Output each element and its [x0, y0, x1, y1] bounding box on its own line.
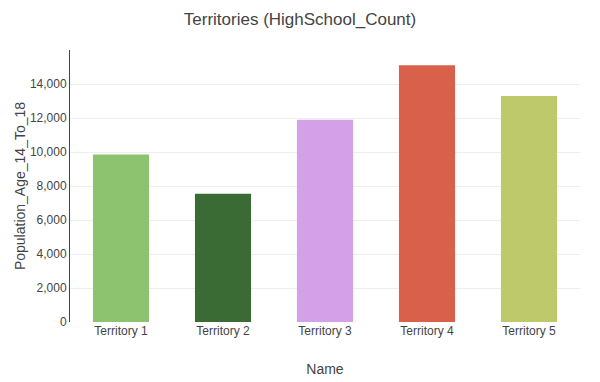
svg-text:2,000: 2,000 — [37, 281, 67, 295]
svg-text:Territory 3: Territory 3 — [298, 324, 352, 338]
svg-text:Territory 4: Territory 4 — [400, 324, 454, 338]
svg-text:12,000: 12,000 — [30, 111, 67, 125]
svg-text:6,000: 6,000 — [37, 213, 67, 227]
svg-text:Territory 1: Territory 1 — [94, 324, 148, 338]
svg-text:14,000: 14,000 — [30, 77, 67, 91]
svg-text:0: 0 — [60, 315, 67, 329]
svg-text:Territory 5: Territory 5 — [502, 324, 556, 338]
svg-text:10,000: 10,000 — [30, 145, 67, 159]
svg-text:8,000: 8,000 — [37, 179, 67, 193]
svg-text:4,000: 4,000 — [37, 247, 67, 261]
svg-text:Territory 2: Territory 2 — [196, 324, 250, 338]
svg-text:Name: Name — [306, 361, 344, 377]
svg-text:Territories (HighSchool_Count): Territories (HighSchool_Count) — [184, 10, 416, 29]
svg-text:Population_Age_14_To_18: Population_Age_14_To_18 — [12, 102, 28, 270]
